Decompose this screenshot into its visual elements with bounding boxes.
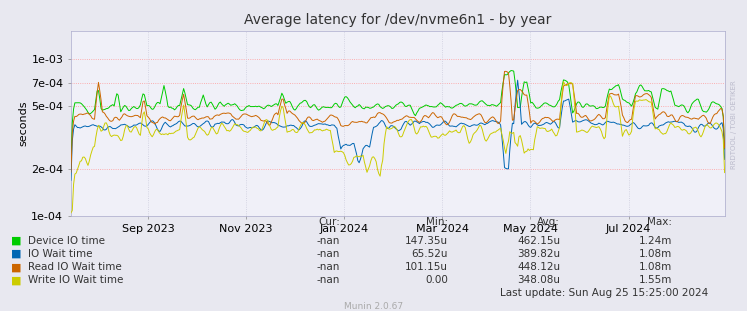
Text: 1.24m: 1.24m — [639, 236, 672, 246]
Text: Max:: Max: — [648, 217, 672, 227]
Text: 101.15u: 101.15u — [405, 262, 448, 272]
Text: ■: ■ — [11, 275, 22, 285]
Text: 348.08u: 348.08u — [517, 275, 560, 285]
Title: Average latency for /dev/nvme6n1 - by year: Average latency for /dev/nvme6n1 - by ye… — [244, 13, 551, 27]
Text: Min:: Min: — [426, 217, 448, 227]
Text: -nan: -nan — [317, 262, 340, 272]
Text: ■: ■ — [11, 249, 22, 259]
Text: 147.35u: 147.35u — [405, 236, 448, 246]
Text: IO Wait time: IO Wait time — [28, 249, 92, 259]
Text: Device IO time: Device IO time — [28, 236, 105, 246]
Text: 1.08m: 1.08m — [639, 249, 672, 259]
Text: Cur:: Cur: — [318, 217, 340, 227]
Text: -nan: -nan — [317, 275, 340, 285]
Text: 1.08m: 1.08m — [639, 262, 672, 272]
Text: ■: ■ — [11, 236, 22, 246]
Text: -nan: -nan — [317, 236, 340, 246]
Text: Munin 2.0.67: Munin 2.0.67 — [344, 302, 403, 311]
Text: ■: ■ — [11, 262, 22, 272]
Text: Avg:: Avg: — [537, 217, 560, 227]
Text: Read IO Wait time: Read IO Wait time — [28, 262, 122, 272]
Text: 0.00: 0.00 — [425, 275, 448, 285]
Text: RRDTOOL / TOBI OETIKER: RRDTOOL / TOBI OETIKER — [731, 80, 737, 169]
Text: 65.52u: 65.52u — [412, 249, 448, 259]
Text: 448.12u: 448.12u — [517, 262, 560, 272]
Text: 1.55m: 1.55m — [639, 275, 672, 285]
Text: -nan: -nan — [317, 249, 340, 259]
Text: Last update: Sun Aug 25 15:25:00 2024: Last update: Sun Aug 25 15:25:00 2024 — [500, 288, 709, 298]
Text: 389.82u: 389.82u — [517, 249, 560, 259]
Y-axis label: seconds: seconds — [19, 101, 28, 146]
Text: 462.15u: 462.15u — [517, 236, 560, 246]
Text: Write IO Wait time: Write IO Wait time — [28, 275, 123, 285]
